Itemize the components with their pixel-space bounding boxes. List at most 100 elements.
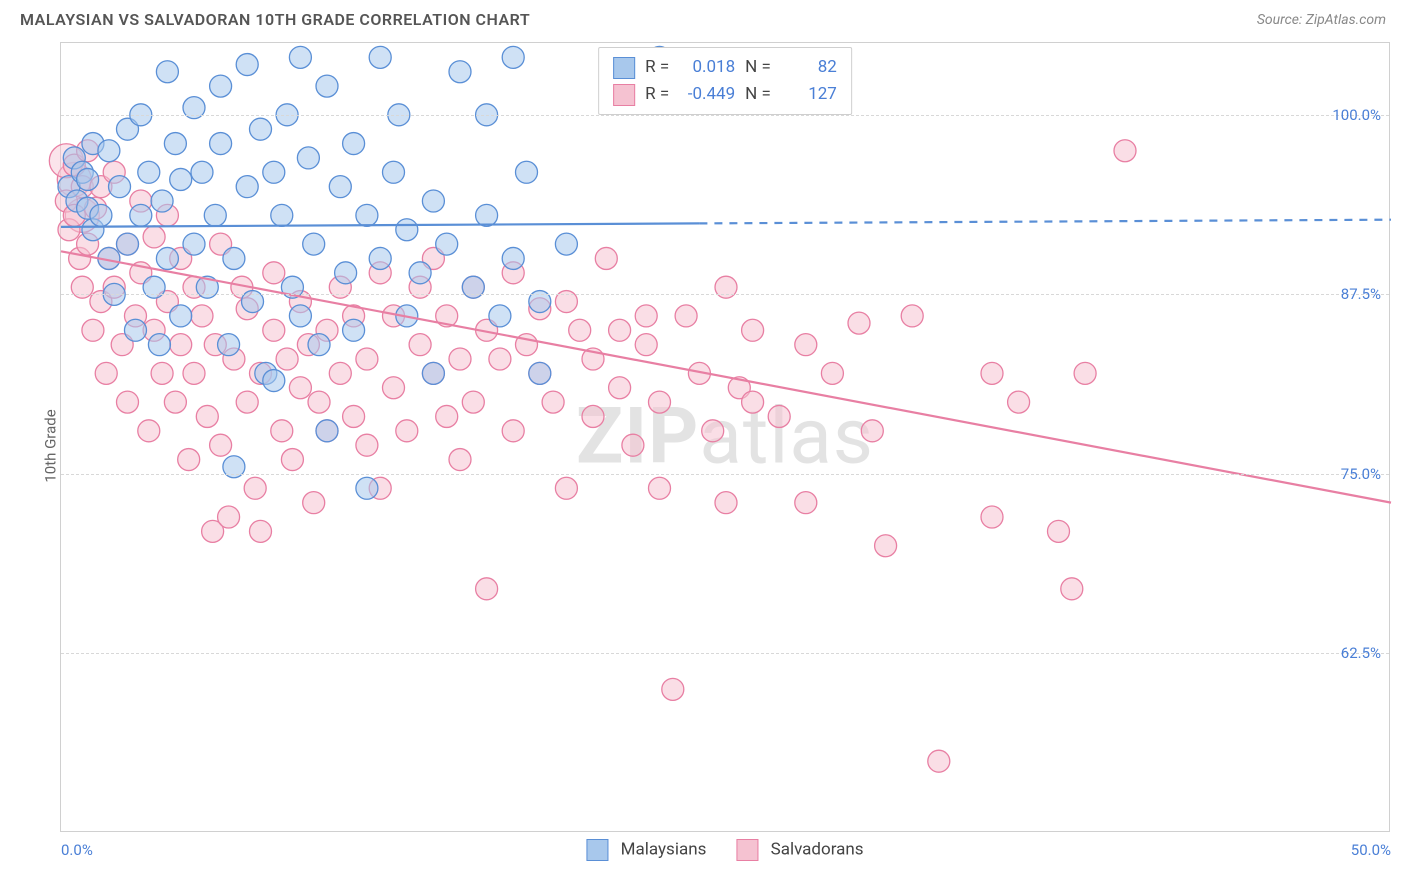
scatter-point <box>861 420 883 442</box>
scatter-point <box>981 506 1003 528</box>
scatter-point <box>191 161 213 183</box>
regression-line <box>61 223 699 226</box>
scatter-point <box>742 319 764 341</box>
scatter-point <box>263 370 285 392</box>
scatter-point <box>170 168 192 190</box>
scatter-point <box>555 233 577 255</box>
scatter-point <box>675 305 697 327</box>
scatter-point <box>148 334 170 356</box>
scatter-point <box>555 477 577 499</box>
series-legend: Malaysians Salvadorans <box>586 839 863 861</box>
scatter-point <box>542 391 564 413</box>
n-value: 127 <box>781 81 837 108</box>
scatter-point <box>582 405 604 427</box>
scatter-point <box>178 449 200 471</box>
scatter-point <box>138 420 160 442</box>
scatter-point <box>335 262 357 284</box>
scatter-point <box>409 334 431 356</box>
source-label: Source: ZipAtlas.com <box>1257 12 1386 28</box>
scatter-point <box>609 377 631 399</box>
scatter-point <box>164 133 186 155</box>
scatter-point <box>329 362 351 384</box>
scatter-point <box>1114 140 1136 162</box>
scatter-point <box>77 168 99 190</box>
scatter-point <box>848 312 870 334</box>
gridline <box>61 474 1389 475</box>
scatter-point <box>303 492 325 514</box>
scatter-point <box>210 133 232 155</box>
scatter-point <box>170 334 192 356</box>
r-label: R = <box>645 81 669 108</box>
scatter-point <box>236 176 258 198</box>
legend-swatch-icon <box>736 839 758 861</box>
scatter-point <box>635 305 657 327</box>
legend-row: R = -0.449 N = 127 <box>613 81 837 108</box>
scatter-point <box>1061 578 1083 600</box>
r-value: -0.449 <box>679 81 735 108</box>
scatter-point <box>210 75 232 97</box>
scatter-point <box>795 492 817 514</box>
ytick-label: 62.5% <box>1341 644 1381 662</box>
scatter-point <box>90 204 112 226</box>
legend-swatch-icon <box>613 57 635 79</box>
ytick-label: 75.0% <box>1341 465 1381 483</box>
scatter-point <box>476 578 498 600</box>
scatter-point <box>529 362 551 384</box>
scatter-point <box>297 147 319 169</box>
scatter-point <box>281 449 303 471</box>
scatter-point <box>383 377 405 399</box>
scatter-point <box>250 118 272 140</box>
scatter-point <box>383 161 405 183</box>
scatter-point <box>263 262 285 284</box>
scatter-point <box>183 362 205 384</box>
chart-title: MALAYSIAN VS SALVADORAN 10TH GRADE CORRE… <box>20 10 530 29</box>
scatter-point <box>164 391 186 413</box>
scatter-point <box>795 334 817 356</box>
scatter-point <box>151 362 173 384</box>
gridline <box>61 115 1389 116</box>
scatter-point <box>263 319 285 341</box>
legend-swatch-icon <box>586 839 608 861</box>
n-label: N = <box>745 81 771 108</box>
n-value: 82 <box>781 54 837 81</box>
r-value: 0.018 <box>679 54 735 81</box>
scatter-point <box>768 405 790 427</box>
stats-legend: R = 0.018 N = 82 R = -0.449 N = 127 <box>598 47 852 115</box>
scatter-point <box>715 492 737 514</box>
legend-label: Malaysians <box>621 839 707 859</box>
scatter-point <box>130 204 152 226</box>
scatter-point <box>218 506 240 528</box>
scatter-point <box>649 391 671 413</box>
scatter-point <box>308 334 330 356</box>
scatter-point <box>289 377 311 399</box>
scatter-point <box>449 61 471 83</box>
scatter-point <box>821 362 843 384</box>
scatter-point <box>210 434 232 456</box>
xtick-label: 50.0% <box>1351 841 1391 859</box>
scatter-point <box>569 319 591 341</box>
scatter-point <box>422 190 444 212</box>
scatter-point <box>476 204 498 226</box>
legend-label: Salvadorans <box>771 839 864 859</box>
scatter-point <box>236 54 258 76</box>
scatter-point <box>82 319 104 341</box>
y-axis-label: 10th Grade <box>42 409 60 482</box>
scatter-point <box>289 46 311 68</box>
scatter-point <box>98 140 120 162</box>
scatter-point <box>901 305 923 327</box>
scatter-point <box>308 391 330 413</box>
scatter-point <box>422 362 444 384</box>
scatter-point <box>124 319 146 341</box>
scatter-point <box>117 391 139 413</box>
chart-area: ZIPatlas R = 0.018 N = 82 R = -0.449 N =… <box>60 42 1390 832</box>
scatter-point <box>271 420 293 442</box>
legend-item: Malaysians <box>586 839 706 861</box>
scatter-point <box>409 262 431 284</box>
scatter-point <box>356 434 378 456</box>
gridline <box>61 653 1389 654</box>
scatter-point <box>609 319 631 341</box>
scatter-point <box>316 75 338 97</box>
scatter-point <box>702 420 724 442</box>
scatter-point <box>502 247 524 269</box>
scatter-point <box>271 204 293 226</box>
